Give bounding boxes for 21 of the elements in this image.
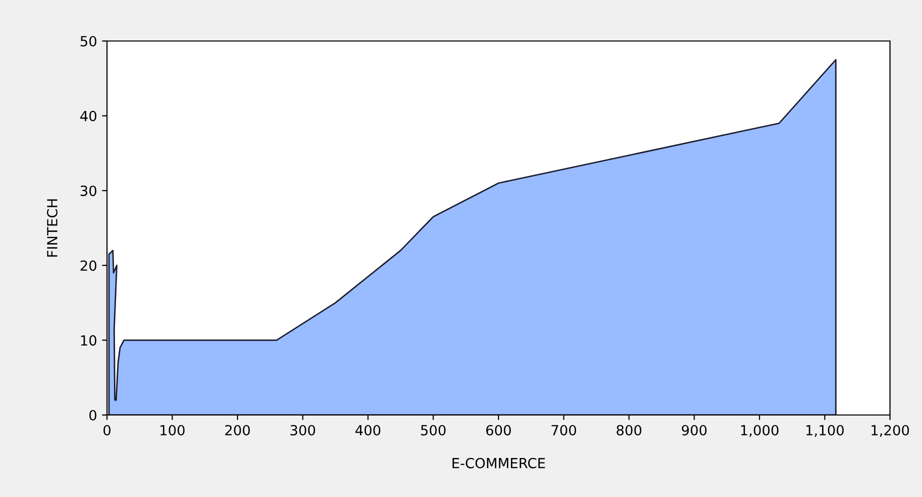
x-tick-label: 600 <box>486 424 511 436</box>
x-tick-label: 1,200 <box>872 424 909 437</box>
x-tick-label: 0 <box>103 424 110 436</box>
x-tick-label: 900 <box>682 424 707 436</box>
x-tick-label: 500 <box>421 424 446 436</box>
x-tick-label: 800 <box>616 424 642 436</box>
y-tick-label: 20 <box>80 260 96 271</box>
x-tick-label: 300 <box>290 424 316 436</box>
y-tick-label: 0 <box>89 410 96 420</box>
y-tick-label: 30 <box>80 186 96 196</box>
x-tick-label: 700 <box>552 424 576 436</box>
x-tick-label: 1,100 <box>806 424 844 437</box>
y-axis-title: FINTECH <box>46 199 58 257</box>
y-tick-label: 10 <box>81 335 96 346</box>
x-axis-title: E-COMMERCE <box>452 458 545 468</box>
x-tick-label: 200 <box>225 424 250 436</box>
y-tick-label: 50 <box>80 36 96 46</box>
x-tick-label: 400 <box>355 424 380 436</box>
x-tick-label: 1,000 <box>741 424 778 437</box>
x-tick-label: 100 <box>160 424 185 436</box>
y-tick-label: 40 <box>80 110 96 122</box>
